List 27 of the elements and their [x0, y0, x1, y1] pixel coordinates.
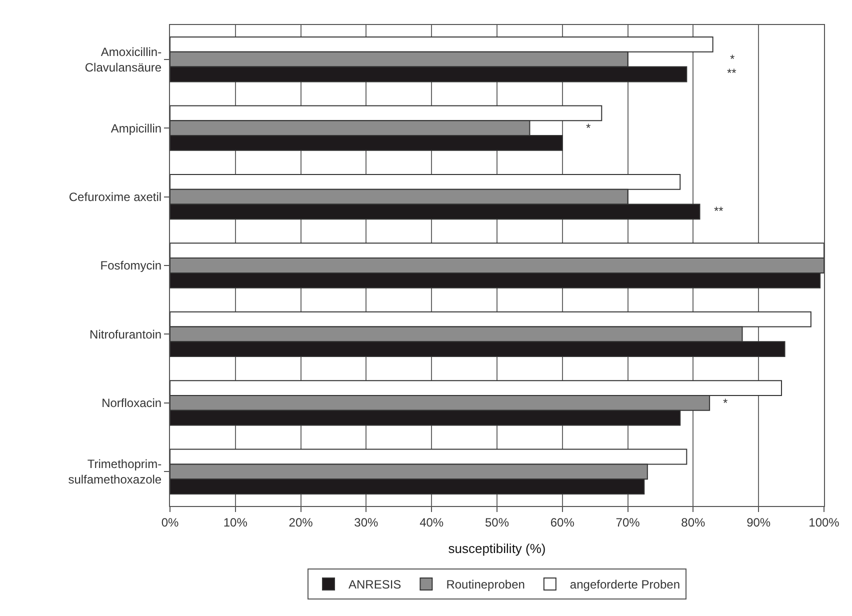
legend-label: Routineproben: [446, 578, 525, 592]
x-tick-label: 70%: [616, 515, 640, 530]
y-tick-label: Cefuroxime axetil: [68, 190, 162, 204]
annotation: *: [586, 121, 591, 135]
x-tick-label: 20%: [288, 515, 314, 530]
x-tick-label: 10%: [223, 515, 248, 530]
y-tick-label: Ampicillin: [110, 121, 162, 136]
x-tick-label: 90%: [746, 515, 771, 530]
y-tick-label: Norfloxacin: [102, 396, 162, 410]
annotation: *: [723, 396, 728, 410]
x-tick-label: 80%: [681, 515, 706, 530]
x-tick-label: 30%: [354, 515, 379, 530]
x-axis-title: susceptibility (%): [448, 541, 546, 556]
annotation: **: [714, 204, 724, 218]
y-tick-label: Nitrofurantoin: [90, 327, 162, 342]
x-tick-label: 60%: [550, 515, 575, 530]
annotation: **: [727, 66, 737, 80]
annotation: *: [730, 52, 735, 66]
x-tick-label: 40%: [420, 515, 444, 530]
x-tick-label: 100%: [808, 515, 840, 530]
y-tick-label: Trimethoprim- sulfamethoxazole: [68, 457, 162, 487]
x-tick-label: 0%: [161, 515, 179, 530]
x-tick-label: 50%: [484, 515, 510, 530]
legend-label: ANRESIS: [348, 578, 402, 592]
y-tick-label: Amoxicillin- Clavulansäure: [84, 44, 162, 74]
legend-label: angeforderte Proben: [570, 578, 680, 592]
y-tick-label: Fosfomycin: [100, 258, 162, 273]
